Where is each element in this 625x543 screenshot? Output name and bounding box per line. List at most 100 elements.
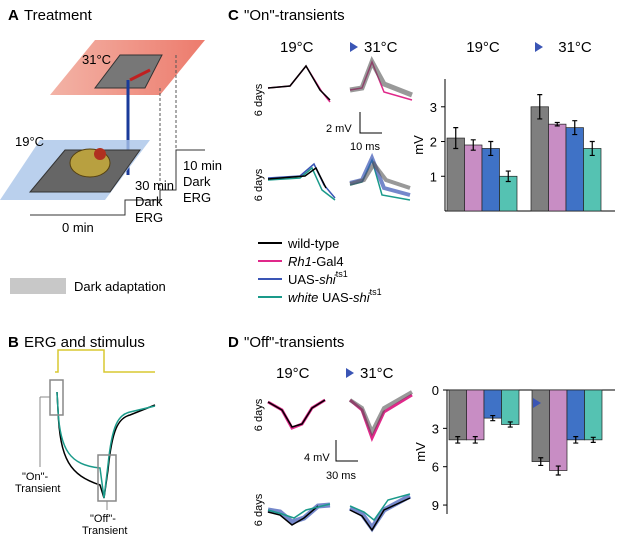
dark-adaptation-swatch bbox=[10, 278, 66, 294]
time-label: 30 min bbox=[135, 178, 174, 193]
bar bbox=[481, 148, 500, 212]
stimulus-trace bbox=[55, 349, 155, 373]
dark-adaptation-label: Dark adaptation bbox=[74, 279, 166, 294]
error-bar bbox=[589, 140, 595, 157]
trace-temp: 31°C bbox=[364, 39, 398, 56]
legend-label: white UAS-shits1 bbox=[288, 287, 382, 305]
arrow bbox=[533, 398, 541, 408]
off-label: "Off"- bbox=[90, 513, 116, 525]
bar bbox=[464, 144, 483, 212]
error-bar bbox=[490, 414, 496, 422]
bar bbox=[583, 148, 602, 212]
error-bar bbox=[453, 127, 459, 150]
error-bar bbox=[554, 121, 560, 127]
legend-text: -Gal4 bbox=[312, 254, 344, 269]
bar bbox=[448, 389, 467, 441]
error-bar bbox=[590, 436, 596, 444]
legend-text: shi bbox=[319, 272, 337, 287]
error-bar bbox=[472, 436, 478, 444]
row-label: 6 days bbox=[253, 493, 265, 526]
row-label: 6 days bbox=[253, 83, 265, 116]
panel-title: ERG and stimulus bbox=[24, 334, 145, 351]
y-tick-label: 0 bbox=[432, 383, 439, 398]
off-label: Transient bbox=[82, 525, 127, 537]
time-label: ERG bbox=[135, 210, 163, 225]
y-tick-label: 3 bbox=[432, 421, 439, 436]
scale-y: 4 mV bbox=[304, 452, 330, 464]
error-bar bbox=[488, 140, 494, 157]
bar bbox=[548, 123, 567, 212]
error-bar bbox=[505, 170, 511, 183]
legend-text: ts1 bbox=[336, 269, 348, 279]
bar bbox=[530, 106, 549, 212]
bar bbox=[584, 389, 603, 441]
legend-label: wild-type bbox=[287, 236, 339, 251]
legend-text: UAS- bbox=[318, 290, 353, 305]
y-tick-label: 3 bbox=[430, 100, 437, 115]
on-box bbox=[49, 379, 64, 416]
bar bbox=[565, 127, 584, 212]
error-bar bbox=[573, 436, 579, 444]
arrow bbox=[535, 42, 543, 52]
error-bar bbox=[572, 120, 578, 136]
legend-text: shi bbox=[353, 290, 371, 305]
row-label: 6 days bbox=[253, 398, 265, 431]
time-label: Dark bbox=[183, 174, 211, 189]
error-bar bbox=[555, 465, 561, 476]
scale-y: 2 mV bbox=[326, 123, 352, 135]
time-label: 10 min bbox=[183, 158, 222, 173]
scale-bar bbox=[359, 112, 382, 134]
legend-text: white bbox=[288, 290, 318, 305]
time-label: 0 min bbox=[62, 220, 94, 235]
scale-x: 10 ms bbox=[350, 141, 380, 153]
y-tick-label: 9 bbox=[432, 498, 439, 513]
bar bbox=[549, 389, 568, 471]
panel-letter: C bbox=[228, 7, 239, 24]
traces bbox=[267, 56, 413, 201]
traces bbox=[267, 390, 413, 533]
panel-letter: D bbox=[228, 334, 239, 351]
legend-text: wild-type bbox=[287, 236, 339, 251]
erg-trace bbox=[56, 391, 156, 499]
arrow bbox=[350, 42, 358, 52]
bar bbox=[501, 389, 520, 425]
y-tick-label: 1 bbox=[430, 169, 437, 184]
on-label: Transient bbox=[15, 483, 60, 495]
trace-temp: 31°C bbox=[360, 365, 394, 382]
y-tick-label: 2 bbox=[430, 135, 437, 150]
row-label: 6 days bbox=[253, 168, 265, 201]
error-bar bbox=[507, 421, 513, 428]
bar bbox=[566, 389, 585, 441]
bar bbox=[483, 389, 502, 419]
arrow bbox=[346, 368, 354, 378]
bar bbox=[466, 389, 485, 441]
legend-label: Rh1-Gal4 bbox=[288, 254, 344, 269]
legend-text: ts1 bbox=[370, 287, 382, 297]
legend-label: UAS-shits1 bbox=[288, 269, 348, 287]
category-label: 31°C bbox=[558, 39, 592, 56]
error-bar bbox=[470, 139, 476, 151]
temp-high: 31°C bbox=[82, 52, 111, 67]
error-bar bbox=[538, 457, 544, 467]
panel-title: Treatment bbox=[24, 7, 93, 24]
treatment-diagram bbox=[0, 40, 205, 216]
panel-letter: A bbox=[8, 7, 19, 24]
y-axis-label: mV bbox=[413, 442, 428, 462]
erg-trace bbox=[56, 391, 156, 499]
time-label: Dark bbox=[135, 194, 163, 209]
error-bar bbox=[455, 436, 461, 444]
panel-title: "On"-transients bbox=[244, 7, 345, 24]
y-axis-label: mV bbox=[411, 135, 426, 155]
scale-bar bbox=[335, 440, 358, 462]
legend-text: Rh1 bbox=[288, 254, 312, 269]
trace-temp: 19°C bbox=[276, 365, 310, 382]
panel-letter: B bbox=[8, 334, 19, 351]
error-bar bbox=[537, 94, 543, 120]
trace-temp: 19°C bbox=[280, 39, 314, 56]
category-label: 19°C bbox=[466, 39, 500, 56]
time-label: ERG bbox=[183, 190, 211, 205]
y-tick-label: 6 bbox=[432, 460, 439, 475]
on-label: "On"- bbox=[22, 471, 48, 483]
panel-title: "Off"-transients bbox=[244, 334, 344, 351]
